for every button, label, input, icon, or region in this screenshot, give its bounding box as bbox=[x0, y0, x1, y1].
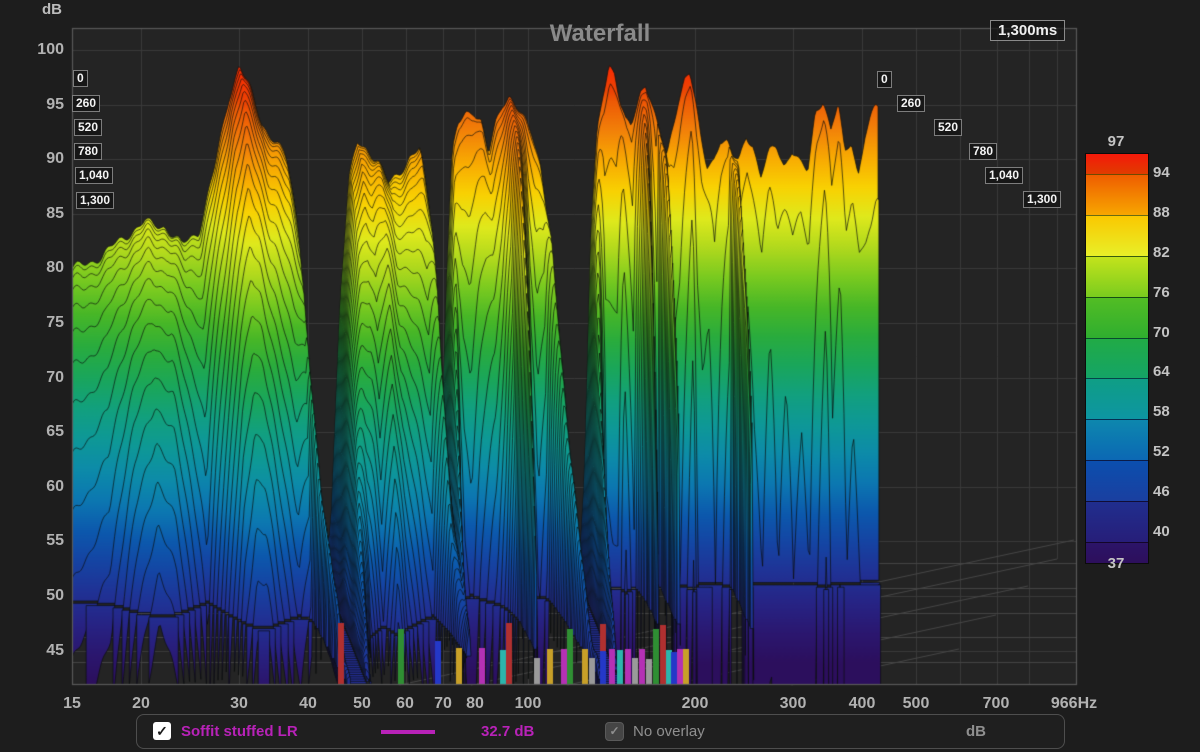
time-label-right: 1,300 bbox=[1023, 191, 1062, 208]
colorbar-tick-label: 76 bbox=[1153, 283, 1170, 301]
colorbar-tick-label: 40 bbox=[1153, 523, 1170, 541]
x-tick-label: 100 bbox=[514, 695, 542, 712]
colorbar-segment bbox=[1086, 460, 1148, 502]
colorbar-segment bbox=[1086, 255, 1148, 297]
y-tick-label: 65 bbox=[46, 423, 64, 441]
measurement-checkbox[interactable]: ✓ bbox=[153, 722, 171, 740]
x-tick-label: 60 bbox=[396, 695, 414, 712]
colorbar-segment bbox=[1086, 154, 1148, 174]
colorbar-segment bbox=[1086, 501, 1148, 543]
colorbar-segment bbox=[1086, 337, 1148, 379]
x-tick-label: 40 bbox=[299, 695, 317, 712]
y-tick-label: 45 bbox=[46, 641, 64, 659]
x-tick-label: 15 bbox=[63, 695, 81, 712]
time-label-left: 1,040 bbox=[75, 167, 114, 184]
x-tick-label: 80 bbox=[466, 695, 484, 712]
page-title: Waterfall bbox=[549, 20, 651, 47]
colorbar-segment bbox=[1086, 419, 1148, 461]
time-label-left: 0 bbox=[73, 70, 88, 87]
time-label-left: 780 bbox=[74, 143, 103, 160]
colorbar-segment bbox=[1086, 542, 1148, 564]
time-label-right: 780 bbox=[969, 143, 998, 160]
y-axis-unit: dB bbox=[42, 1, 62, 18]
colorbar-segment bbox=[1086, 214, 1148, 256]
colorbar bbox=[1085, 153, 1149, 565]
overlay-checkbox[interactable]: ✓ bbox=[605, 722, 624, 741]
x-tick-label: 500 bbox=[902, 695, 930, 712]
colorbar-max-label: 97 bbox=[1107, 133, 1125, 150]
x-tick-label: 300 bbox=[779, 695, 807, 712]
y-tick-label: 70 bbox=[46, 368, 64, 386]
colorbar-segment bbox=[1086, 378, 1148, 420]
x-tick-label: 70 bbox=[434, 695, 452, 712]
time-label-right: 260 bbox=[897, 95, 926, 112]
time-label-right: 1,040 bbox=[985, 167, 1024, 184]
y-tick-label: 80 bbox=[46, 259, 64, 277]
colorbar-tick-label: 70 bbox=[1153, 323, 1170, 341]
measurement-label[interactable]: Soffit stuffed LR bbox=[181, 723, 298, 740]
x-tick-label: 30 bbox=[230, 695, 248, 712]
y-tick-label: 100 bbox=[37, 41, 64, 58]
time-label-left: 1,300 bbox=[76, 192, 115, 209]
x-tick-label: 50 bbox=[353, 695, 371, 712]
x-tick-label: 966Hz bbox=[1050, 695, 1098, 712]
time-label-left: 520 bbox=[74, 119, 103, 136]
y-tick-label: 60 bbox=[46, 477, 64, 495]
colorbar-tick-label: 88 bbox=[1153, 203, 1170, 221]
colorbar-tick-label: 52 bbox=[1153, 443, 1170, 461]
colorbar-tick-label: 58 bbox=[1153, 403, 1170, 421]
overlay-label: No overlay bbox=[633, 723, 705, 740]
measurement-value: 32.7 dB bbox=[481, 723, 535, 740]
x-tick-label: 200 bbox=[681, 695, 709, 712]
x-tick-label: 400 bbox=[848, 695, 876, 712]
y-tick-label: 50 bbox=[46, 587, 64, 604]
x-tick-label: 700 bbox=[982, 695, 1010, 712]
trace-color-swatch bbox=[381, 730, 435, 734]
y-tick-label: 55 bbox=[46, 532, 64, 550]
colorbar-tick-label: 64 bbox=[1153, 363, 1170, 381]
y-tick-label: 90 bbox=[46, 150, 64, 168]
y-tick-label: 95 bbox=[46, 95, 64, 113]
colorbar-tick-label: 46 bbox=[1153, 483, 1170, 501]
time-label-left: 260 bbox=[72, 95, 101, 112]
colorbar-tick-label: 82 bbox=[1153, 243, 1170, 261]
time-label-right: 520 bbox=[934, 119, 963, 136]
legend-bar: ✓ Soffit stuffed LR 32.7 dB ✓ No overlay… bbox=[136, 714, 1065, 749]
colorbar-segment bbox=[1086, 296, 1148, 338]
y-tick-label: 75 bbox=[46, 314, 64, 331]
colorbar-tick-label: 94 bbox=[1153, 163, 1170, 181]
legend-unit-label: dB bbox=[966, 723, 986, 740]
time-window-badge: 1,300ms bbox=[990, 20, 1066, 41]
y-tick-label: 85 bbox=[46, 204, 64, 222]
time-label-right: 0 bbox=[877, 71, 892, 88]
colorbar-segment bbox=[1086, 174, 1148, 215]
colorbar-min-label: 37 bbox=[1107, 555, 1125, 572]
x-tick-label: 20 bbox=[132, 695, 150, 712]
